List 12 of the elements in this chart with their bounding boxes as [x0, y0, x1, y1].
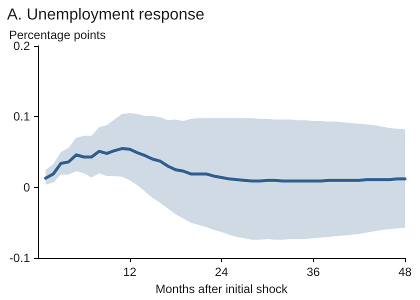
line-series: [44, 147, 406, 183]
chart-title: A. Unemployment response: [7, 6, 205, 24]
x-axis-title: Months after initial shock: [155, 282, 289, 296]
y-axis-title: Percentage points: [9, 28, 106, 42]
y-tick-label: 0.2: [13, 39, 30, 53]
x-tick-label: 36: [306, 265, 320, 280]
x-tick-label: 48: [398, 265, 412, 280]
y-tick-label: -0.1: [9, 251, 30, 266]
y-tick-label: 0: [23, 180, 30, 194]
y-tick-label: 0.1: [13, 110, 30, 124]
x-tick-label: 12: [123, 265, 137, 280]
x-tick-label: 24: [214, 265, 228, 280]
